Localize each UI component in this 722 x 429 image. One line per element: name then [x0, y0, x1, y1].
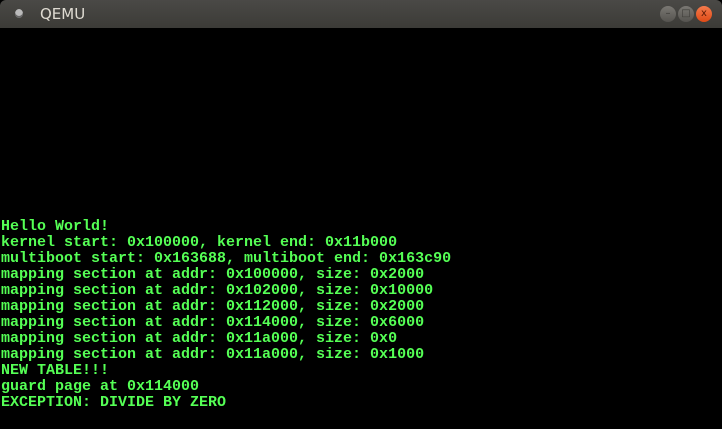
console-line: guard page at 0x114000 — [1, 378, 200, 395]
close-button[interactable]: x — [696, 6, 712, 22]
app-icon — [15, 9, 23, 18]
console-output: Hello World! kernel start: 0x100000, kern… — [1, 219, 451, 411]
window-title: QEMU — [40, 5, 86, 23]
console-line: mapping section at addr: 0x11a000, size:… — [1, 346, 425, 363]
vm-display[interactable]: Hello World! kernel start: 0x100000, kern… — [0, 28, 722, 429]
minimize-button[interactable]: – — [660, 6, 676, 22]
console-line: mapping section at addr: 0x100000, size:… — [1, 266, 425, 283]
maximize-button[interactable]: □ — [678, 6, 694, 22]
console-line: multiboot start: 0x163688, multiboot end… — [1, 250, 452, 267]
console-line: mapping section at addr: 0x102000, size:… — [1, 282, 434, 299]
console-line: EXCEPTION: DIVIDE BY ZERO — [1, 394, 227, 411]
window-titlebar[interactable]: QEMU – □ x — [0, 0, 722, 28]
console-line: mapping section at addr: 0x11a000, size:… — [1, 330, 398, 347]
console-line: mapping section at addr: 0x112000, size:… — [1, 298, 425, 315]
console-line: NEW TABLE!!! — [1, 362, 110, 379]
console-line: mapping section at addr: 0x114000, size:… — [1, 314, 425, 331]
console-line: kernel start: 0x100000, kernel end: 0x11… — [1, 234, 398, 251]
console-line: Hello World! — [1, 218, 110, 235]
